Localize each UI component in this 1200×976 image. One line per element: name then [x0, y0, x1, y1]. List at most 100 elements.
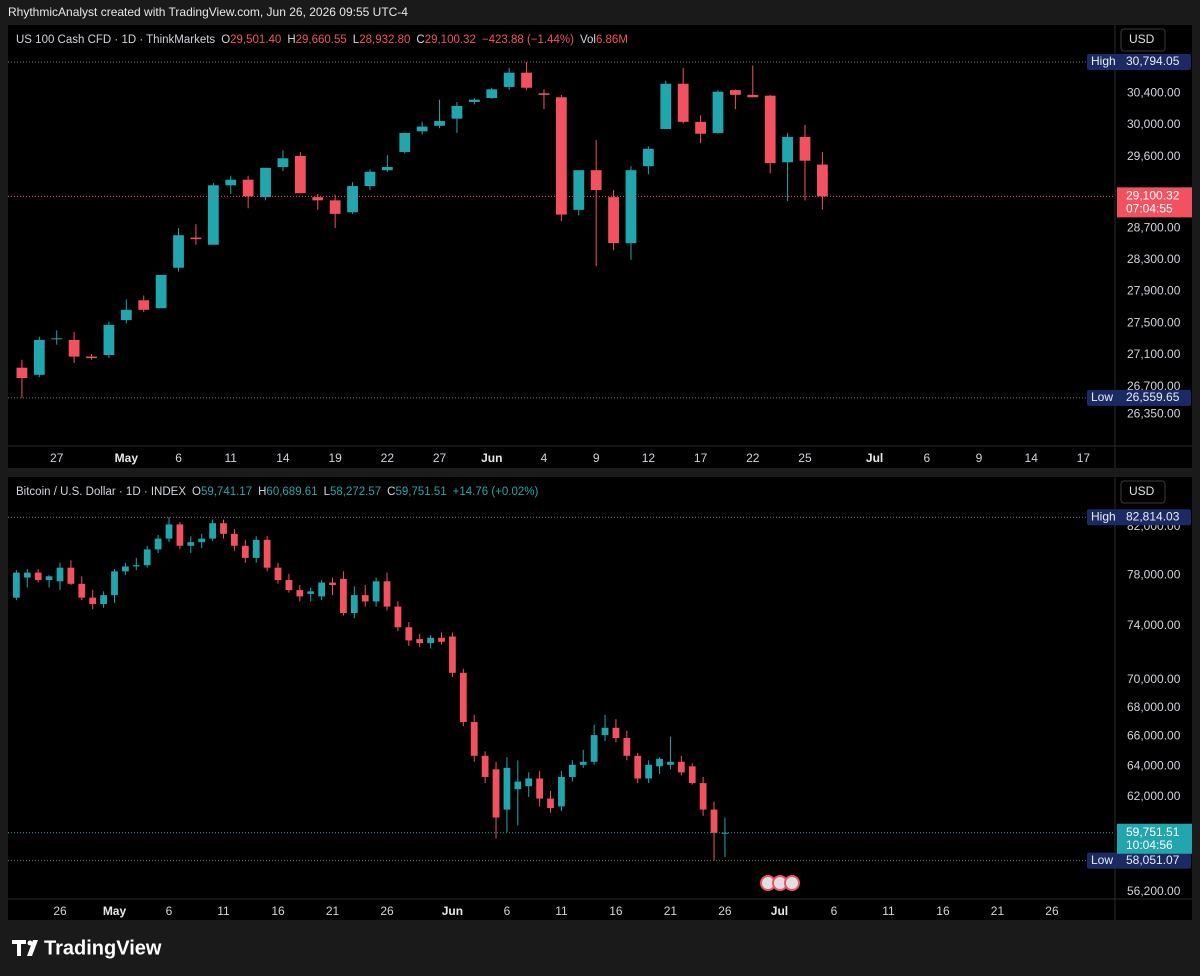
attribution: RhythmicAnalyst created with TradingView… [8, 5, 408, 19]
x-tick-label: 6 [504, 904, 511, 918]
candle-body [405, 627, 413, 641]
candle-body [198, 538, 206, 543]
y-tick-label: 78,000.00 [1127, 567, 1181, 581]
candle-body [536, 778, 544, 799]
x-tick-label: 26 [380, 904, 394, 918]
legend-value: 59,741.17 [201, 486, 252, 498]
x-tick-label: 26 [718, 904, 732, 918]
candle-body [451, 105, 463, 119]
x-tick-label: 16 [609, 904, 623, 918]
candle-body [492, 769, 500, 818]
candle-body [695, 121, 706, 134]
x-tick-label: 14 [276, 451, 290, 465]
candle-body [710, 809, 718, 833]
candle-body [207, 185, 219, 245]
x-tick-label: 26 [53, 904, 67, 918]
marker-value: 30,794.05 [1126, 54, 1180, 68]
x-tick-label: 12 [642, 451, 656, 465]
candle-body [263, 539, 271, 568]
candle-body [645, 764, 653, 779]
candle-body [190, 237, 202, 240]
candle-body [712, 91, 724, 133]
candle-body [625, 170, 637, 244]
candle-body [656, 758, 663, 767]
candle-body [138, 300, 150, 310]
candle-body [111, 571, 118, 596]
candle-body [318, 582, 325, 597]
candle-body [347, 186, 358, 213]
candle-body [747, 94, 759, 98]
legend-key: L [324, 486, 331, 498]
y-tick-label: 74,000.00 [1127, 618, 1181, 632]
candle-body [816, 164, 828, 197]
candle-body [51, 338, 63, 340]
marker-label: High [1091, 54, 1116, 68]
candle-body [503, 767, 511, 810]
legend-key: Vol [580, 34, 596, 46]
candle-body [677, 83, 689, 122]
candle-body [176, 524, 184, 546]
x-tick-label: 27 [433, 451, 447, 465]
candle-body [503, 72, 515, 87]
x-tick-label: Jul [866, 451, 883, 465]
x-tick-label: 6 [923, 451, 930, 465]
marker-label: High [1091, 509, 1116, 523]
candle-body [677, 761, 685, 773]
candle-body [329, 582, 336, 586]
candle-body [427, 637, 434, 644]
x-tick-label: 17 [694, 451, 708, 465]
candle-body [103, 324, 115, 355]
candle-body [721, 832, 729, 834]
candle-body [459, 672, 467, 723]
y-tick-label: 27,100.00 [1127, 347, 1181, 361]
currency-box [1120, 28, 1166, 52]
candle-body [538, 93, 550, 95]
candle-body [86, 356, 97, 359]
legend-key: O [192, 486, 201, 498]
candle-body [45, 576, 53, 581]
candle-body [23, 572, 31, 578]
candle-body [590, 735, 598, 762]
candle-body [16, 367, 28, 378]
x-tick-label: Jun [481, 451, 502, 465]
last-price-countdown: 07:04:55 [1126, 202, 1173, 216]
legend-value: 60,689.61 [266, 486, 317, 498]
x-tick-label: Jul [771, 904, 788, 918]
x-tick-label: 4 [541, 451, 548, 465]
candle-body [225, 179, 237, 186]
legend-value: 29,100.32 [425, 34, 476, 46]
y-tick-label: 27,500.00 [1127, 315, 1181, 329]
candle-body [468, 99, 480, 103]
candle-body [242, 179, 254, 197]
candle-body [154, 538, 162, 550]
x-tick-label: 21 [326, 904, 340, 918]
candle-body [764, 95, 776, 164]
candle-body [449, 636, 456, 673]
last-price-box [1117, 187, 1192, 218]
x-tick-label: 11 [882, 904, 895, 918]
candle-body [285, 580, 293, 591]
chart-header: US 100 Cash CFD · 1D · ThinkMarkets O29,5… [16, 34, 628, 46]
candle-body [381, 167, 393, 171]
x-tick-label: Jun [442, 904, 463, 918]
candle-body [220, 523, 227, 534]
candle-body [274, 567, 282, 581]
candle-body [438, 637, 445, 642]
candle-body [13, 572, 20, 598]
candle-body [729, 90, 741, 95]
candle-body [383, 581, 391, 607]
candle-body [514, 781, 522, 790]
x-tick-label: 16 [936, 904, 950, 918]
candle-body [573, 170, 585, 210]
candle-body [361, 595, 369, 602]
currency-box [1120, 480, 1166, 504]
candle-body [612, 727, 620, 739]
candle-body [399, 132, 411, 152]
x-tick-label: 9 [976, 451, 983, 465]
y-tick-label: 56,200.00 [1127, 884, 1181, 898]
y-tick-label: 64,000.00 [1127, 758, 1181, 772]
candle-body [294, 155, 306, 194]
y-tick-label: 28,300.00 [1127, 252, 1181, 266]
y-tick-label: 29,600.00 [1127, 149, 1181, 163]
